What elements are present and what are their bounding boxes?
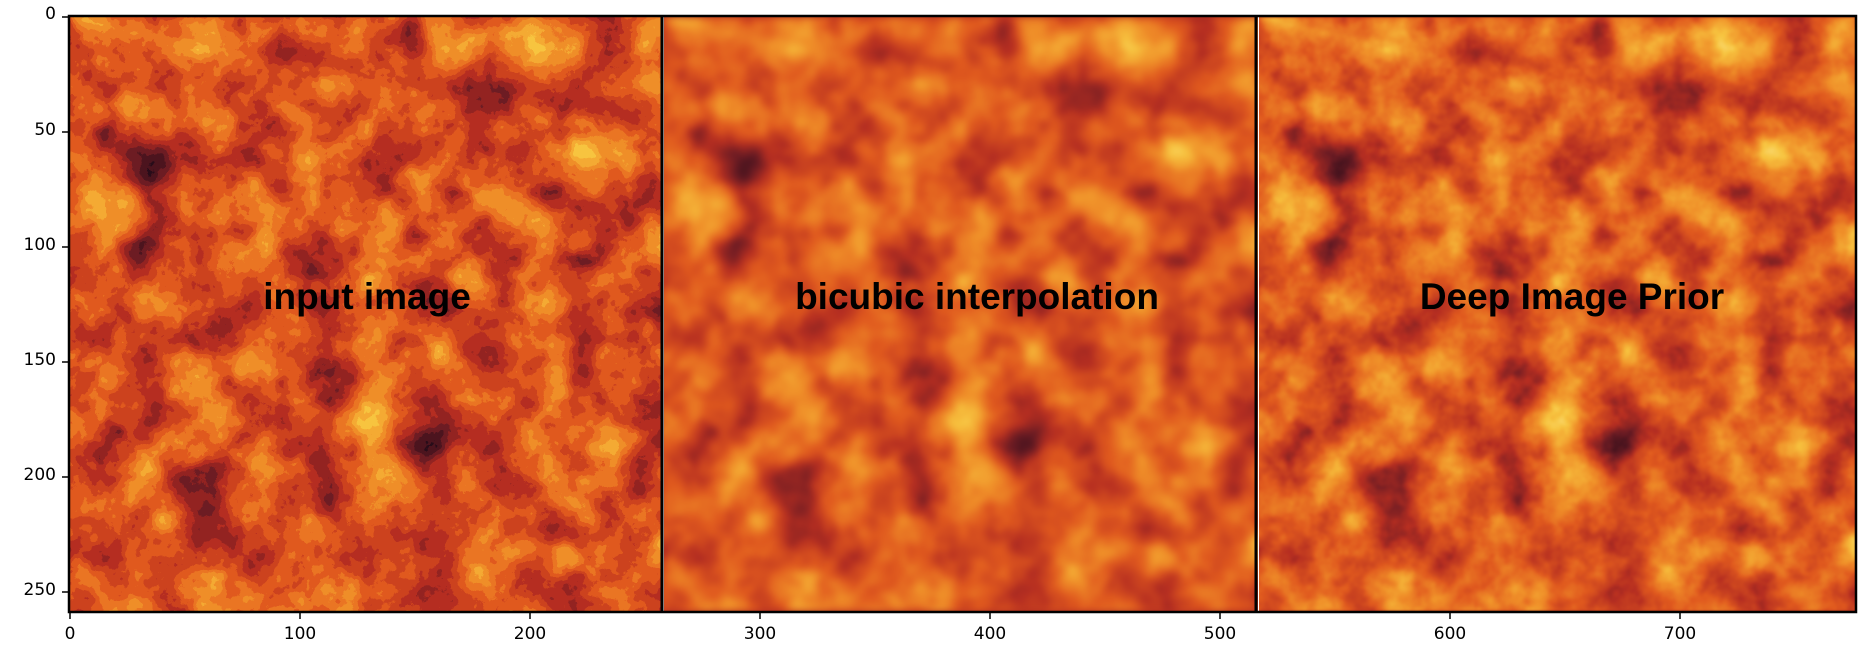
y-tick-label: 150 — [23, 350, 56, 370]
y-tick-label: 250 — [23, 580, 56, 600]
x-tick-label: 0 — [64, 624, 76, 644]
panel-input-image — [70, 17, 661, 611]
panel-deep-image-prior — [1259, 17, 1856, 611]
x-tick-label: 100 — [283, 624, 317, 644]
x-tick-label: 500 — [1203, 624, 1237, 644]
x-tick-label: 400 — [973, 624, 1007, 644]
panel-bicubic — [664, 17, 1258, 611]
label-deep-image-prior: Deep Image Prior — [1420, 276, 1724, 317]
x-tick-label: 600 — [1433, 624, 1467, 644]
x-tick-label: 700 — [1663, 624, 1697, 644]
y-tick-label: 100 — [23, 235, 56, 255]
x-tick-label: 300 — [743, 624, 777, 644]
y-tick-marks — [62, 16, 69, 593]
x-tick-label: 200 — [513, 624, 547, 644]
y-tick-label: 50 — [34, 120, 56, 140]
x-tick-marks — [69, 612, 1681, 619]
label-input-image: input image — [263, 276, 471, 317]
y-tick-label: 200 — [23, 465, 56, 485]
plot-frame — [67, 14, 1858, 614]
y-tick-label: 0 — [45, 4, 56, 24]
label-bicubic-interpolation: bicubic interpolation — [795, 276, 1159, 317]
